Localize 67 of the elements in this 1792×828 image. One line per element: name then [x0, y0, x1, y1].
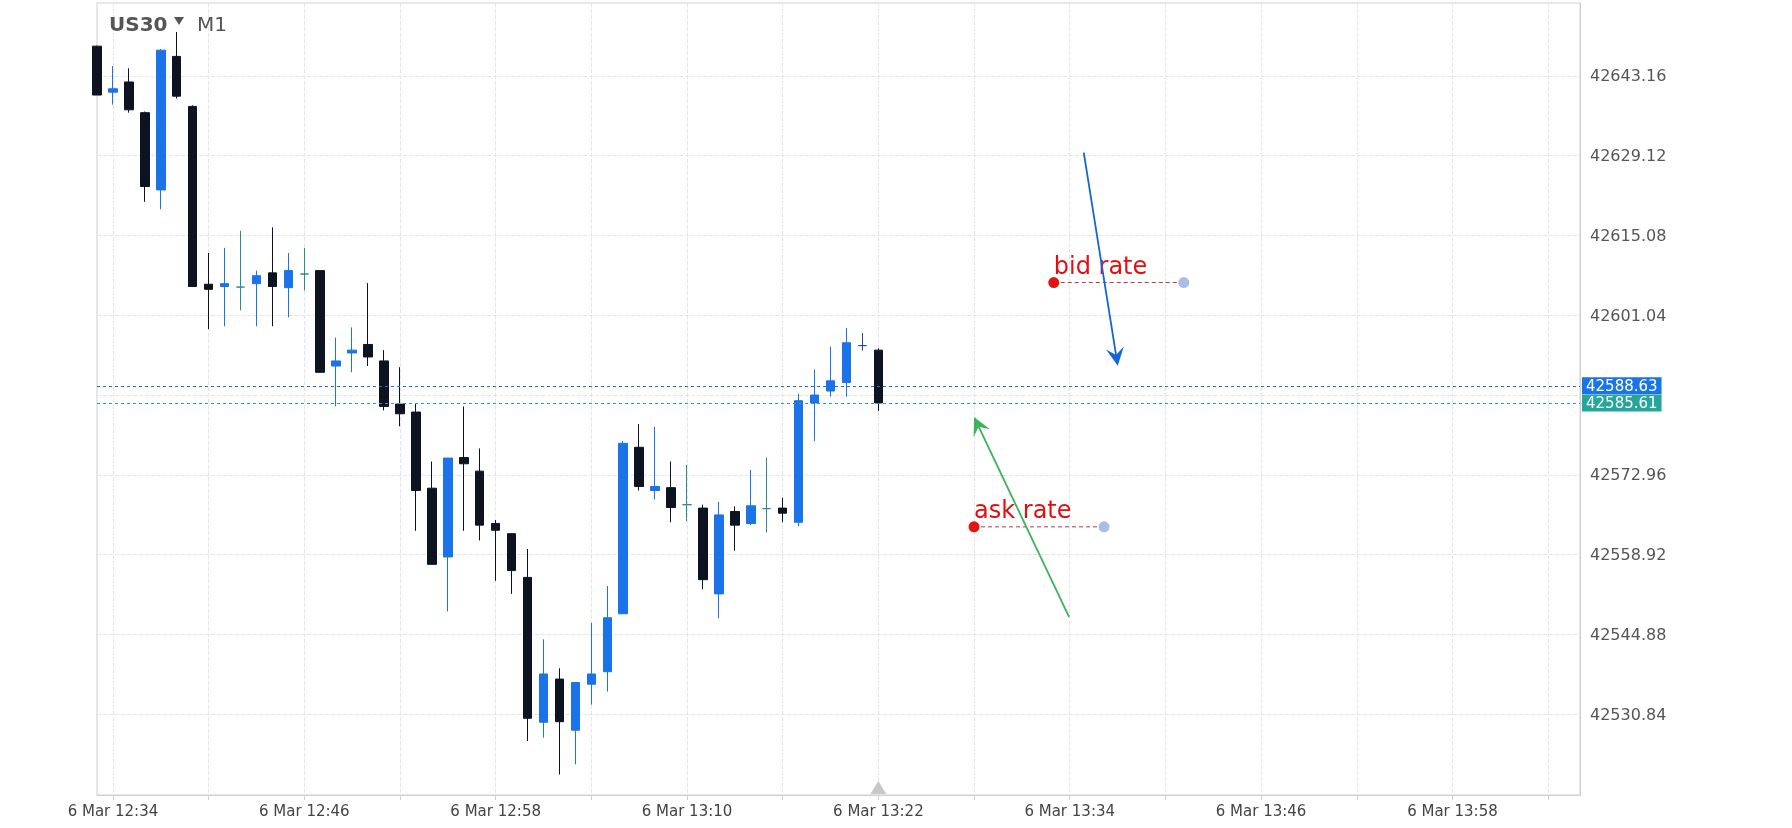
candlestick: [778, 497, 787, 523]
y-tick-label: 42615.08: [1590, 225, 1667, 245]
candlestick: [874, 347, 883, 412]
x-tick-label: 6 Mar 13:58: [1407, 801, 1498, 820]
y-tick-label: 42601.04: [1590, 305, 1667, 325]
candlestick: [762, 457, 771, 534]
candlestick: [220, 247, 229, 327]
candlestick: [315, 270, 325, 373]
x-tick-label: 6 Mar 12:46: [259, 801, 350, 820]
candlestick: [108, 65, 118, 106]
candlestick: [714, 501, 724, 619]
y-tick-label: 42629.12: [1590, 146, 1667, 166]
candlestick: [156, 48, 166, 210]
candlestick: [363, 282, 373, 367]
candlestick: [427, 461, 437, 565]
candlestick: [571, 682, 580, 765]
candlestick: [491, 519, 500, 582]
x-tick-label: 6 Mar 13:34: [1024, 801, 1116, 820]
ref-line-label: 42585.61: [1586, 393, 1658, 412]
x-tick-label: 6 Mar 13:10: [641, 801, 733, 820]
ref-line-label: 42588.63: [1586, 376, 1658, 395]
candlestick: [650, 426, 660, 501]
candlestick: [618, 440, 628, 615]
candlestick: [539, 638, 548, 739]
candlestick: [236, 230, 245, 311]
candlestick: [603, 585, 612, 693]
candlestick: [682, 464, 692, 522]
candlestick: [698, 504, 708, 590]
candlestick: [379, 349, 389, 411]
candlestick: [507, 533, 516, 595]
candlestick: [92, 45, 102, 96]
candlestick: [252, 270, 261, 327]
candlestick: [284, 252, 293, 318]
candlestick: [730, 505, 740, 552]
candlestick: [523, 548, 532, 742]
x-tick-label: 6 Mar 13:46: [1215, 801, 1307, 820]
candlestick: [459, 405, 469, 532]
candlestick: [204, 252, 213, 330]
candlestick: [746, 469, 756, 526]
annotation: ask rate: [974, 495, 1072, 524]
candlestick: [140, 111, 150, 203]
text: M1: [197, 12, 227, 36]
candlestick: [475, 447, 484, 541]
y-tick-label: 42643.16: [1590, 66, 1667, 86]
candlestick: [411, 403, 421, 532]
candlestick: [858, 332, 867, 352]
x-tick-label: 6 Mar 13:22: [833, 801, 924, 820]
candlestick: [587, 622, 596, 706]
y-tick-label: 42558.92: [1590, 545, 1667, 565]
candlestick: [124, 67, 134, 114]
x-tick-label: 6 Mar 12:58: [450, 801, 541, 820]
y-tick-label: 42572.96: [1590, 465, 1667, 485]
candlestick: [443, 457, 453, 612]
y-tick-label: 42544.88: [1590, 624, 1667, 644]
candlestick: [172, 31, 181, 99]
candlestick: [395, 366, 405, 427]
y-tick-label: 42530.84: [1590, 704, 1667, 724]
candlestick: [300, 247, 309, 291]
candlestick: [188, 104, 197, 288]
x-tick-label: 6 Mar 12:34: [67, 801, 159, 820]
candlestick: [634, 423, 644, 491]
candlestick: [555, 667, 564, 776]
text: US30: [109, 12, 168, 36]
candlestick: [347, 326, 357, 373]
candlestick: [666, 461, 676, 523]
candlestick: [794, 393, 803, 527]
candlestick: [268, 226, 277, 327]
